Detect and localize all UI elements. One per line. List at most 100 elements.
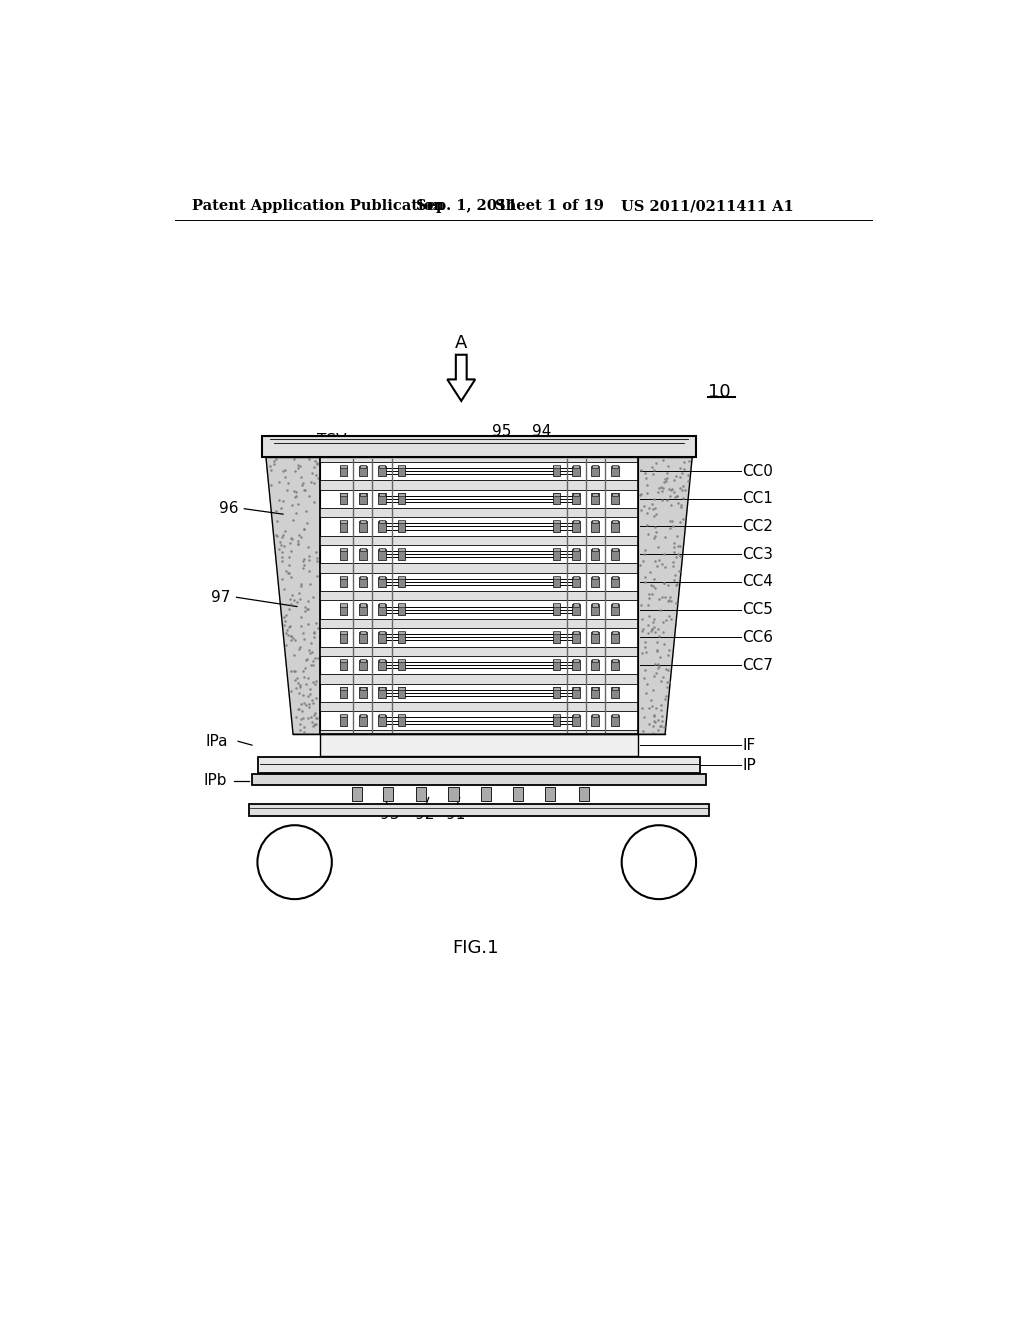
Bar xyxy=(321,734,638,756)
Bar xyxy=(611,659,617,663)
Bar xyxy=(340,605,347,615)
Bar xyxy=(378,494,386,504)
Bar xyxy=(611,492,617,496)
Bar xyxy=(321,591,638,595)
Bar xyxy=(359,714,366,718)
Text: IF: IF xyxy=(742,738,756,752)
Bar xyxy=(592,465,598,469)
Bar xyxy=(321,508,638,512)
Bar xyxy=(572,549,580,560)
Bar xyxy=(553,688,560,698)
Bar xyxy=(321,623,638,628)
Bar xyxy=(359,548,366,552)
Bar xyxy=(611,577,618,587)
Bar xyxy=(592,492,598,496)
Bar xyxy=(321,484,638,490)
Bar xyxy=(597,1242,605,1254)
Bar xyxy=(340,520,346,524)
Bar xyxy=(359,715,367,726)
Bar xyxy=(378,660,386,671)
Bar xyxy=(526,1242,536,1254)
Bar xyxy=(592,521,599,532)
Bar xyxy=(611,605,618,615)
Polygon shape xyxy=(266,457,321,734)
Text: Sheet 1 of 19: Sheet 1 of 19 xyxy=(496,199,604,213)
Bar xyxy=(340,521,347,532)
Bar xyxy=(359,520,366,524)
Bar xyxy=(592,659,598,663)
Bar xyxy=(553,577,560,587)
Bar xyxy=(397,549,406,560)
Bar xyxy=(359,465,366,469)
Bar xyxy=(321,675,638,678)
Bar xyxy=(611,660,618,671)
Bar xyxy=(553,605,560,615)
Text: CC6: CC6 xyxy=(742,630,773,645)
Bar xyxy=(554,492,560,496)
Circle shape xyxy=(622,825,696,899)
Text: IP: IP xyxy=(742,758,757,772)
Bar xyxy=(359,659,366,663)
Bar xyxy=(378,632,386,643)
Bar xyxy=(592,520,598,524)
Bar xyxy=(398,603,404,607)
Bar xyxy=(359,492,366,496)
Bar xyxy=(513,788,523,801)
Bar xyxy=(359,632,367,643)
Bar xyxy=(249,804,710,816)
Bar xyxy=(611,494,618,504)
Bar xyxy=(378,521,386,532)
Bar xyxy=(340,548,346,552)
Bar xyxy=(611,576,617,579)
Bar xyxy=(611,631,617,635)
Text: CC3: CC3 xyxy=(742,546,773,562)
Bar xyxy=(592,466,599,477)
Bar xyxy=(554,520,560,524)
Bar xyxy=(378,688,386,698)
Bar xyxy=(379,714,385,718)
Bar xyxy=(321,568,638,595)
Bar xyxy=(611,632,618,643)
Bar xyxy=(321,595,638,623)
Bar xyxy=(321,706,638,711)
Bar xyxy=(611,686,617,689)
Bar xyxy=(553,549,560,560)
Bar xyxy=(321,730,638,734)
Bar xyxy=(592,631,598,635)
Bar xyxy=(611,521,618,532)
Bar xyxy=(321,457,638,462)
Bar xyxy=(611,715,618,726)
Bar xyxy=(340,549,347,560)
Bar xyxy=(592,688,599,698)
Bar xyxy=(554,548,560,552)
Bar xyxy=(561,1242,570,1254)
Bar xyxy=(398,465,404,469)
Text: A: A xyxy=(455,334,467,352)
Bar xyxy=(592,714,598,718)
Text: CC7: CC7 xyxy=(742,657,773,673)
Bar xyxy=(340,492,346,496)
Bar xyxy=(321,540,638,568)
Polygon shape xyxy=(447,355,475,401)
Bar xyxy=(554,659,560,663)
Bar xyxy=(397,466,406,477)
Bar xyxy=(572,660,580,671)
Bar xyxy=(321,536,638,540)
Bar xyxy=(397,715,406,726)
Bar xyxy=(359,521,367,532)
Text: SB: SB xyxy=(285,875,305,890)
Bar xyxy=(572,520,579,524)
Bar xyxy=(321,480,638,484)
Bar xyxy=(398,686,404,689)
Bar xyxy=(572,659,579,663)
Bar xyxy=(422,1242,431,1254)
Bar xyxy=(592,577,599,587)
Bar xyxy=(340,632,347,643)
Text: 95: 95 xyxy=(492,424,511,440)
Bar xyxy=(359,631,366,635)
Bar xyxy=(572,631,579,635)
Bar xyxy=(397,577,406,587)
Bar xyxy=(553,632,560,643)
Bar xyxy=(492,1242,501,1254)
Bar xyxy=(397,521,406,532)
